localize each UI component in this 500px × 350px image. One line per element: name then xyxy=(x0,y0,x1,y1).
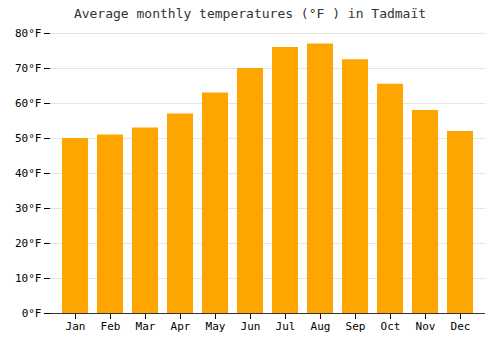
svg-text:Jun: Jun xyxy=(241,320,261,333)
svg-text:Mar: Mar xyxy=(136,320,156,333)
svg-text:50°F: 50°F xyxy=(15,132,42,145)
svg-text:Feb: Feb xyxy=(101,320,121,333)
svg-text:Oct: Oct xyxy=(381,320,401,333)
svg-text:Sep: Sep xyxy=(346,320,366,333)
svg-text:Aug: Aug xyxy=(311,320,331,333)
svg-text:Dec: Dec xyxy=(451,320,471,333)
svg-text:Jan: Jan xyxy=(66,320,86,333)
svg-text:70°F: 70°F xyxy=(15,62,42,75)
svg-text:Apr: Apr xyxy=(171,320,191,333)
svg-text:60°F: 60°F xyxy=(15,97,42,110)
svg-text:Nov: Nov xyxy=(416,320,436,333)
svg-text:30°F: 30°F xyxy=(15,202,42,215)
svg-text:Jul: Jul xyxy=(276,320,296,333)
svg-text:40°F: 40°F xyxy=(15,167,42,180)
svg-text:0°F: 0°F xyxy=(22,307,42,320)
svg-text:80°F: 80°F xyxy=(15,27,42,40)
svg-text:May: May xyxy=(206,320,226,333)
html-text:Average monthly temperatures (: Average monthly temperatures (°F ) in Ta… xyxy=(73,6,427,21)
svg-text:10°F: 10°F xyxy=(15,272,42,285)
svg-text:20°F: 20°F xyxy=(15,237,42,250)
